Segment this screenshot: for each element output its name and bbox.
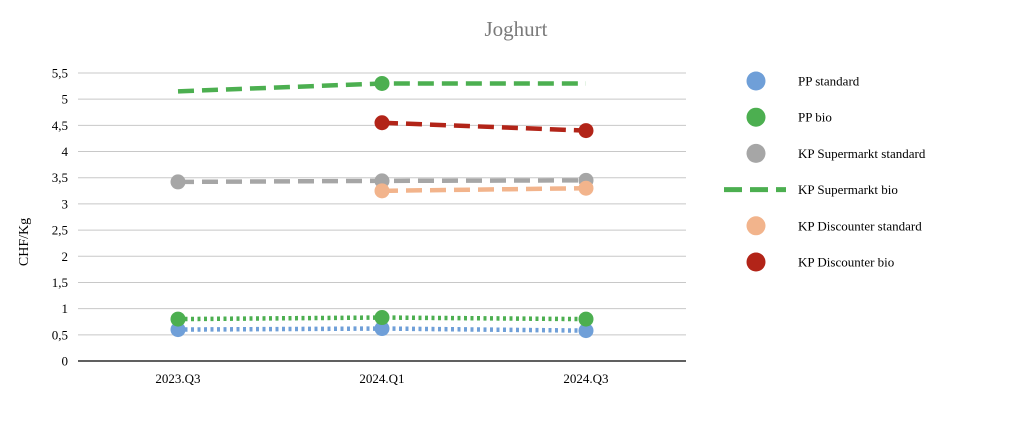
data-point (374, 75, 390, 91)
y-tick-label: 3 (62, 196, 69, 211)
legend-label: KP Discounter standard (798, 218, 922, 233)
data-point (374, 115, 390, 131)
x-tick-label: 2024.Q1 (359, 371, 404, 386)
data-point (170, 174, 186, 190)
y-tick-label: 5 (62, 92, 69, 107)
data-point (578, 123, 594, 139)
legend-marker (746, 71, 766, 91)
legend-label: KP Supermarkt bio (798, 182, 898, 197)
legend: PP standard PP bio KP Supermarkt standard K… (724, 71, 926, 272)
data-point (578, 323, 594, 339)
legend-label: PP standard (798, 74, 860, 89)
y-tick-label: 3,5 (52, 170, 68, 185)
y-tick-labels: 0 0,5 1 1,5 2 2,5 3 3,5 4 4,5 5 5,5 (52, 66, 69, 369)
legend-marker (746, 252, 766, 272)
x-tick-labels: 2023.Q3 2024.Q1 2024.Q3 (155, 371, 608, 386)
series-line (381, 185, 587, 194)
x-tick-label: 2024.Q3 (563, 371, 608, 386)
y-tick-label: 1 (62, 301, 69, 316)
series-line (381, 120, 587, 133)
x-tick-label: 2023.Q3 (155, 371, 200, 386)
y-tick-label: 1,5 (52, 275, 68, 290)
data-point (578, 180, 594, 196)
y-tick-label: 2,5 (52, 223, 68, 238)
legend-marker (746, 107, 766, 127)
y-tick-label: 4,5 (52, 118, 68, 133)
legend-marker (746, 143, 766, 163)
legend-marker (746, 216, 766, 236)
data-point (374, 310, 390, 326)
series-markers (170, 75, 594, 339)
y-tick-label: 4 (62, 144, 69, 159)
data-point (578, 311, 594, 327)
y-tick-label: 0 (62, 354, 69, 369)
data-point (170, 322, 186, 338)
data-point (374, 183, 390, 199)
legend-label: KP Supermarkt standard (798, 146, 926, 161)
chart-title: Joghurt (485, 17, 548, 41)
y-tick-label: 2 (62, 249, 69, 264)
legend-label: KP Discounter bio (798, 255, 894, 270)
data-point (170, 311, 186, 327)
y-tick-label: 5,5 (52, 66, 68, 81)
legend-label: PP bio (798, 110, 832, 125)
data-point (374, 321, 390, 337)
y-tick-label: 0,5 (52, 327, 68, 342)
y-axis-label: CHF/Kg (17, 218, 32, 266)
